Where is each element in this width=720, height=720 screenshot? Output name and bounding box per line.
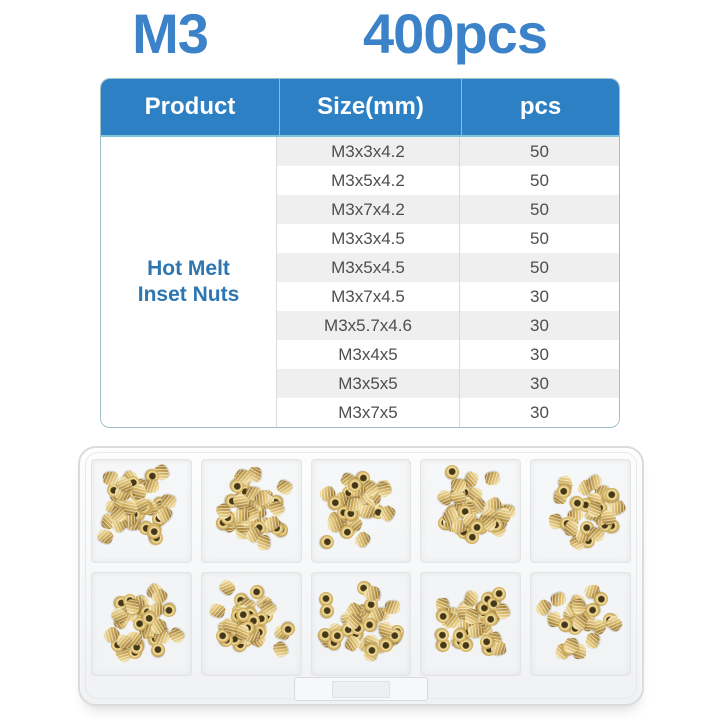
size-cell: M3x7x5: [338, 402, 398, 422]
product-name-line-2: Inset Nuts: [137, 283, 240, 306]
table-row: M3x5x5 30: [277, 369, 619, 398]
compartment-grid: [91, 459, 631, 676]
size-cell: M3x5x5: [338, 373, 398, 393]
title-thread-size: M3: [132, 2, 209, 65]
box-latch: [294, 677, 428, 701]
box-compartment: [91, 572, 192, 676]
box-compartment: [91, 459, 192, 563]
pcs-cell: 50: [459, 224, 619, 253]
pcs-cell: 50: [459, 253, 619, 282]
pcs-cell: 50: [459, 137, 619, 166]
box-compartment: [310, 572, 412, 676]
product-name-line-1: Hot Melt: [147, 257, 230, 280]
size-cell: M3x7x4.5: [331, 286, 405, 306]
pcs-cell: 50: [459, 195, 619, 224]
brass-insert: [166, 625, 187, 646]
brass-insert: [548, 591, 568, 609]
brass-insert: [271, 639, 291, 660]
box-compartment: [420, 459, 522, 563]
brass-insert: [384, 600, 401, 615]
pcs-cell: 30: [459, 340, 619, 369]
table-row: M3x4x5 30: [277, 340, 619, 369]
brass-insert: [208, 602, 227, 620]
pcs-cell: 30: [459, 282, 619, 311]
brass-insert: [564, 637, 579, 653]
product-cell: Hot Melt Inset Nuts: [101, 137, 277, 427]
header-cell-pcs: pcs: [461, 79, 619, 135]
header-cell-product: Product: [144, 93, 236, 120]
size-cell: M3x5x4.2: [331, 170, 405, 190]
table-row: M3x7x4.2 50: [277, 195, 619, 224]
brass-insert: [583, 631, 601, 650]
size-cell: M3x7x4.2: [331, 199, 405, 219]
size-cell: M3x3x4.2: [331, 141, 405, 161]
brass-insert: [450, 478, 467, 492]
box-compartment: [420, 572, 522, 676]
size-cell: M3x5x4.5: [331, 257, 405, 277]
brass-insert: [256, 534, 271, 551]
brass-insert: [588, 501, 602, 518]
table-row: M3x5x4.2 50: [277, 166, 619, 195]
table-header-row: Product Size(mm) pcs: [101, 79, 619, 137]
table-body: Hot Melt Inset Nuts M3x3x4.2 50 M3x5x4.2 50…: [101, 137, 619, 427]
box-compartment: [200, 572, 302, 676]
brass-insert: [95, 528, 115, 546]
box-compartment: [530, 459, 631, 563]
title-piece-count: 400pcs: [363, 2, 548, 65]
box-compartment: [530, 572, 631, 676]
header-cell-size: Size(mm): [279, 79, 461, 135]
box-compartment: [200, 459, 302, 563]
box-latch-inner: [332, 680, 390, 698]
table-row: M3x7x4.5 30: [277, 282, 619, 311]
table-row: M3x5x4.5 50: [277, 253, 619, 282]
brass-insert: [465, 609, 479, 625]
brass-insert: [483, 470, 501, 486]
organizer-box-photo: [78, 446, 644, 706]
brass-insert: [317, 532, 336, 552]
size-cell: M3x4x5: [338, 344, 398, 364]
brass-insert: [150, 642, 166, 658]
table-row: M3x5.7x4.6 30: [277, 311, 619, 340]
table-row: M3x7x5 30: [277, 398, 619, 427]
table-row: M3x3x4.2 50: [277, 137, 619, 166]
size-cell: M3x3x4.5: [331, 228, 405, 248]
pcs-cell: 30: [459, 398, 619, 427]
brass-insert: [377, 620, 393, 638]
table-row: M3x3x4.5 50: [277, 224, 619, 253]
size-rows: M3x3x4.2 50 M3x5x4.2 50 M3x7x4.2 50 M3x3x4.5 50…: [277, 137, 619, 427]
size-cell: M3x5.7x4.6: [324, 315, 412, 335]
pcs-cell: 50: [459, 166, 619, 195]
pcs-cell: 30: [459, 311, 619, 340]
spec-table: Product Size(mm) pcs Hot Melt Inset Nuts…: [100, 78, 620, 428]
title-row: M3 400pcs: [0, 4, 720, 68]
pcs-cell: 30: [459, 369, 619, 398]
box-compartment: [310, 459, 412, 563]
brass-insert: [360, 504, 376, 519]
brass-insert: [235, 624, 250, 641]
